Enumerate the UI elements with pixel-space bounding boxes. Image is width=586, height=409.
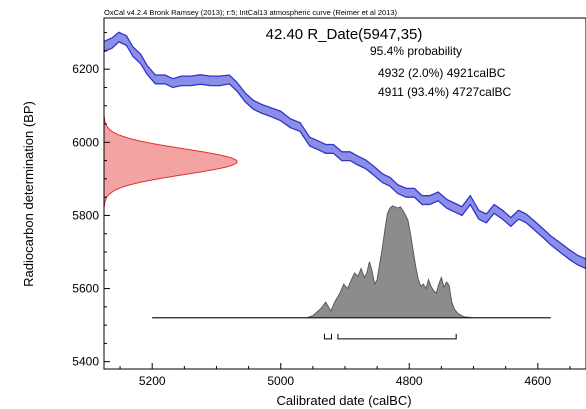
radiocarbon-distribution [104, 116, 238, 207]
range-bracket-1 [323, 333, 333, 340]
y-tick-label: 6200 [72, 62, 99, 76]
y-tick-label: 5800 [72, 208, 99, 222]
calibration-curve-upper [104, 31, 586, 260]
y-axis: 5400 5600 5800 6000 6200 [72, 32, 110, 369]
range-label-1: 4932 (2.0%) 4921calBC [378, 66, 506, 80]
probability-heading: 95.4% probability [370, 44, 462, 58]
x-axis-label: Calibrated date (calBC) [276, 393, 411, 408]
calibration-curve-band [104, 32, 586, 269]
plot-content [104, 31, 586, 340]
calibrated-distribution [152, 205, 551, 319]
x-tick-label: 4800 [396, 374, 423, 388]
x-tick-label: 5000 [267, 374, 294, 388]
chart-title: 42.40 R_Date(5947,35) [266, 26, 423, 43]
x-tick-label: 4600 [524, 374, 551, 388]
x-tick-label: 5200 [139, 374, 166, 388]
x-axis: 5200 5000 4800 4600 [119, 363, 571, 388]
range-label-2: 4911 (93.4%) 4727calBC [378, 85, 512, 99]
software-header: OxCal v4.2.4 Bronk Ramsey (2013); r:5; I… [104, 8, 398, 17]
calibration-curve-lower [104, 41, 586, 270]
range-bracket-2 [337, 333, 457, 340]
y-axis-label: Radiocarbon determination (BP) [21, 101, 36, 287]
y-tick-label: 5400 [72, 355, 99, 369]
y-tick-label: 5600 [72, 282, 99, 296]
y-tick-label: 6000 [72, 135, 99, 149]
plot-area [104, 31, 586, 340]
